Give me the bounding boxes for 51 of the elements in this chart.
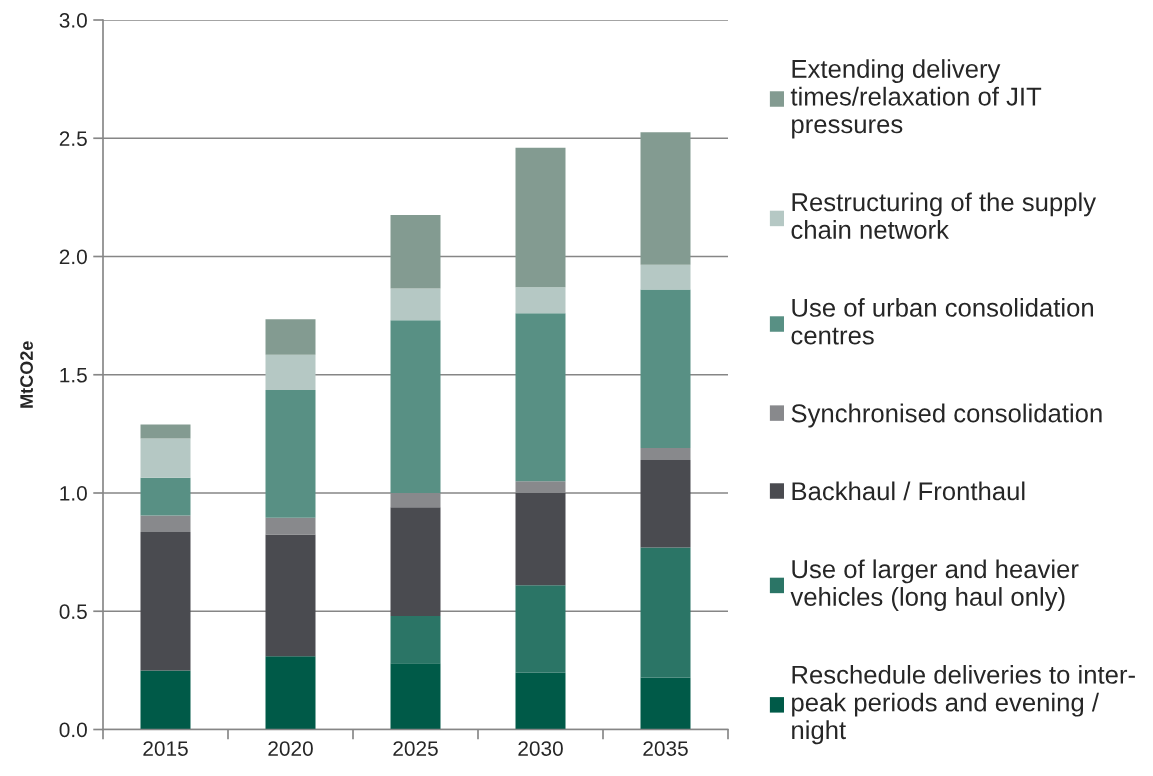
y-tick-label: 1.0 <box>60 486 87 501</box>
legend-label: Restructuring of the supply chain network <box>791 192 1097 239</box>
bar <box>265 354 316 391</box>
legend-label: Reschedule deliveries to inter- peak periods and evening / night <box>792 664 1135 745</box>
legend-label: Use of urban consolidation centres <box>791 297 1094 345</box>
bar <box>640 448 691 460</box>
bar <box>515 147 566 288</box>
bar <box>140 477 191 516</box>
y-tick-label: 0.5 <box>59 604 87 619</box>
x-tick-label: 2020 <box>268 741 313 756</box>
bar <box>640 264 691 290</box>
y-axis-title: MtCO2e <box>20 341 33 408</box>
bar <box>390 288 441 321</box>
bar <box>515 313 566 482</box>
bar <box>265 319 316 355</box>
bar <box>390 615 441 664</box>
y-tick-label: 3.0 <box>59 13 87 28</box>
bar <box>140 438 191 478</box>
bar <box>640 289 691 449</box>
x-tick-label: 2025 <box>393 741 438 756</box>
bar <box>140 532 191 671</box>
bar <box>640 459 691 548</box>
y-tick-label: 0.0 <box>59 722 87 738</box>
bar <box>390 215 441 289</box>
bar <box>640 132 691 265</box>
bar <box>640 677 691 730</box>
bar <box>390 320 441 493</box>
bar <box>265 517 316 535</box>
bar <box>265 534 316 657</box>
x-tick-label: 2030 <box>518 741 563 756</box>
y-tick-label: 1.5 <box>60 367 87 383</box>
legend-label: Extending delivery times/relaxation of JIT pressures <box>790 59 1042 139</box>
y-tick-label: 2.0 <box>59 249 87 265</box>
bar <box>265 656 316 730</box>
x-tick-label: 2035 <box>643 741 688 756</box>
legend-label: Backhaul / Fronthaul <box>792 481 1025 501</box>
legend-label: Synchronised consolidation <box>791 403 1102 428</box>
bar <box>140 515 191 533</box>
bar <box>515 287 566 314</box>
legend-label: Use of larger and heavier vehicles (long haul only) <box>790 559 1079 612</box>
y-tick-label: 2.5 <box>59 131 87 146</box>
x-tick-label: 2015 <box>143 741 188 756</box>
bar <box>390 663 441 730</box>
bar <box>140 670 191 730</box>
bar <box>515 585 566 673</box>
bar <box>140 424 191 439</box>
bar <box>515 672 566 730</box>
bar <box>265 390 316 518</box>
bar <box>515 493 566 586</box>
bar <box>390 507 441 616</box>
bar <box>640 547 691 678</box>
